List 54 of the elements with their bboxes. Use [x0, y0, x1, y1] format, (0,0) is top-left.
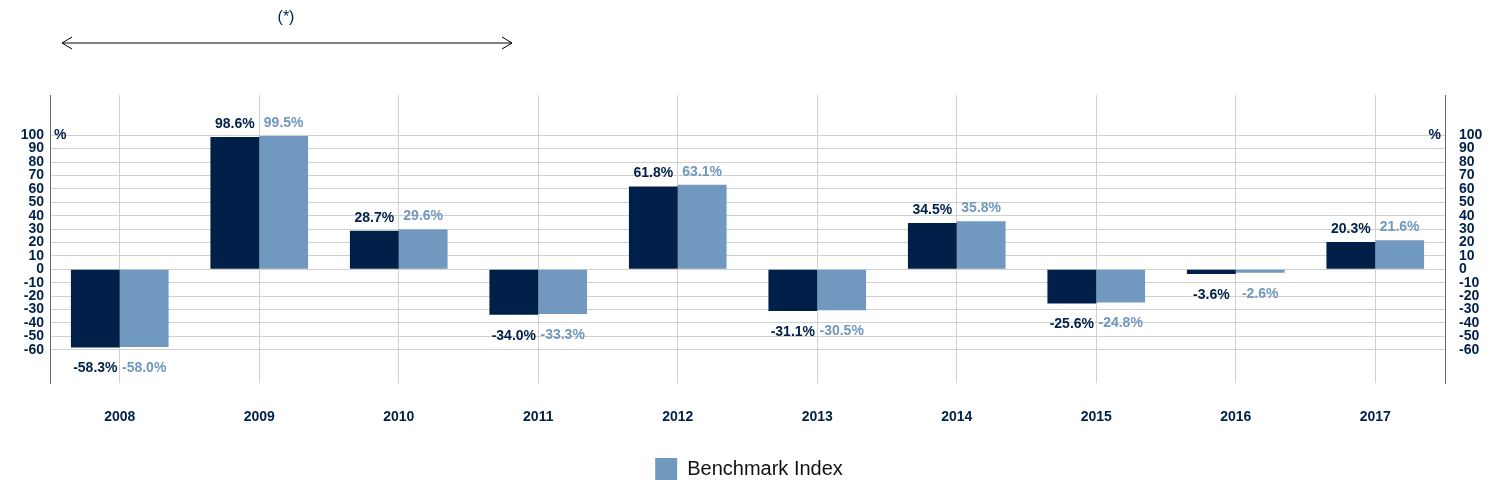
data-label: -30.5%: [819, 322, 865, 338]
x-tick-label: 2009: [243, 408, 276, 425]
data-label: -2.6%: [1241, 284, 1279, 301]
bar: [259, 135, 309, 269]
x-tick-label: 2016: [1220, 408, 1252, 425]
data-label: 99.5%: [263, 113, 305, 130]
x-tick-label: 2013: [801, 408, 834, 425]
bar: [1375, 240, 1425, 269]
bar: [349, 230, 399, 269]
legend-label: Benchmark Index: [687, 456, 843, 479]
data-label: -33.3%: [540, 325, 586, 342]
data-label: -24.8%: [1098, 314, 1144, 331]
data-label: 21.6%: [1379, 218, 1421, 235]
y-axis-title: %: [54, 126, 67, 143]
data-label: 61.8%: [633, 164, 674, 181]
bar: [1326, 242, 1376, 269]
bar: [210, 137, 260, 269]
bar: [677, 184, 727, 269]
x-tick-label: 2017: [1359, 408, 1392, 425]
x-tick-label: 2010: [383, 408, 415, 425]
bar: [398, 229, 448, 269]
y2-axis-title: %: [1428, 126, 1442, 143]
data-label: -25.6%: [1049, 315, 1095, 332]
bar: [1186, 269, 1236, 275]
data-label: 34.5%: [912, 200, 953, 217]
bar: [628, 186, 678, 269]
data-label: 20.3%: [1330, 219, 1372, 236]
data-label: -31.1%: [770, 322, 816, 339]
x-tick-label: 2011: [523, 408, 554, 425]
data-label: 98.6%: [214, 114, 256, 131]
bar: [119, 269, 169, 348]
bar: [1096, 269, 1146, 303]
bar: [956, 221, 1006, 269]
x-tick-label: 2014: [941, 408, 973, 425]
data-label: 35.8%: [961, 199, 1002, 216]
data-label: -3.6%: [1193, 285, 1231, 302]
text: (*): [276, 8, 296, 26]
x-tick-label: 2015: [1080, 408, 1113, 425]
bar: [70, 269, 120, 348]
x-tick-label: 2012: [662, 408, 694, 425]
data-label: -58.0%: [121, 358, 167, 375]
data-label: -34.0%: [491, 326, 537, 343]
bar: [1235, 269, 1285, 273]
x-tick-label: 2008: [104, 408, 136, 425]
bar: [1047, 269, 1097, 304]
bar: [768, 269, 818, 311]
bar: [907, 223, 957, 269]
bar: [817, 269, 867, 311]
data-label: 63.1%: [682, 162, 723, 179]
data-label: 28.7%: [354, 208, 395, 225]
data-label: 29.6%: [403, 207, 444, 224]
bar: [489, 269, 539, 315]
data-label: -58.3%: [73, 359, 119, 376]
bar: [538, 269, 588, 314]
